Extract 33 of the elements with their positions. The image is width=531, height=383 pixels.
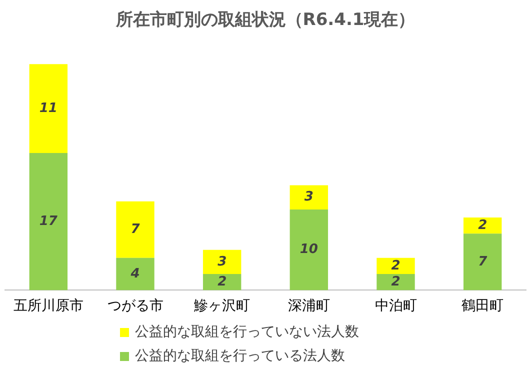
data-label: 3 [218,254,227,270]
bar [116,201,154,258]
bar [202,250,242,274]
bar [29,152,68,290]
x-tick-label: つがる市 [107,298,164,314]
x-tick-label: 鰺ヶ沢町 [194,298,250,314]
bar [463,234,502,290]
x-tick-label: 深浦町 [288,298,330,314]
bar [29,64,68,153]
data-label: 2 [218,274,227,290]
bar [376,258,415,274]
data-label: 2 [391,274,400,290]
data-label: 10 [300,242,318,258]
x-tick-label: 五所川原市 [13,298,84,314]
bar [116,258,154,290]
chart-title: 所在市町別の取組状況（R6.4.1現在） [114,9,416,32]
data-label: 11 [39,100,58,116]
data-label: 4 [130,266,140,282]
bar [290,185,328,210]
bar [463,218,502,234]
data-label: 3 [304,190,314,205]
data-label: 2 [478,218,488,233]
bar [376,274,415,290]
data-label: 7 [478,254,488,270]
x-tick-label: 中泊町 [374,298,417,314]
data-label: 17 [39,214,58,229]
legend-label: 公益的な取組を行っている法人数 [135,347,345,365]
bar [290,209,328,290]
x-tick-label: 鶴田町 [462,298,504,314]
data-label: 2 [391,258,400,274]
data-label: 7 [130,222,141,238]
bar [202,274,242,290]
legend-label: 公益的な取組を行っていない法人数 [135,323,359,341]
